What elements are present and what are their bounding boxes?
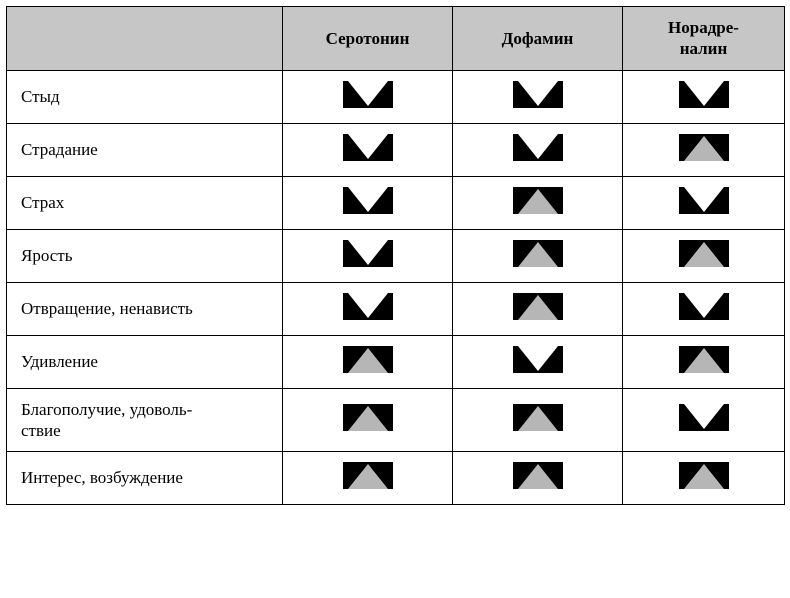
- header-serotonin: Серотонин: [283, 7, 453, 71]
- triangle-down-icon: [513, 134, 563, 161]
- indicator-cell: [623, 335, 785, 388]
- table-row: Стыд: [7, 70, 785, 123]
- triangle-up-icon: [679, 134, 729, 161]
- table-row: Благополучие, удоволь-ствие: [7, 388, 785, 452]
- triangle-up-icon: [343, 346, 393, 373]
- row-label: Страх: [7, 176, 283, 229]
- triangle-down-icon: [513, 346, 563, 373]
- indicator-cell: [283, 388, 453, 452]
- table-row: Страх: [7, 176, 785, 229]
- triangle-up-icon: [513, 404, 563, 431]
- triangle-down-icon: [679, 293, 729, 320]
- triangle-down-icon: [679, 81, 729, 108]
- indicator-cell: [453, 282, 623, 335]
- indicator-cell: [623, 229, 785, 282]
- indicator-cell: [453, 335, 623, 388]
- table-header-row: Серотонин Дофамин Норадре-налин: [7, 7, 785, 71]
- triangle-down-icon: [343, 134, 393, 161]
- header-dopamine: Дофамин: [453, 7, 623, 71]
- triangle-up-icon: [343, 404, 393, 431]
- indicator-cell: [453, 123, 623, 176]
- indicator-cell: [623, 282, 785, 335]
- row-label: Удивление: [7, 335, 283, 388]
- triangle-up-icon: [513, 240, 563, 267]
- triangle-down-icon: [679, 404, 729, 431]
- indicator-cell: [283, 123, 453, 176]
- triangle-up-icon: [343, 462, 393, 489]
- emotion-neurotransmitter-table: Серотонин Дофамин Норадре-налин СтыдСтра…: [6, 6, 785, 505]
- table-row: Страдание: [7, 123, 785, 176]
- row-label: Страдание: [7, 123, 283, 176]
- row-label: Отвращение, ненависть: [7, 282, 283, 335]
- indicator-cell: [623, 388, 785, 452]
- indicator-cell: [453, 452, 623, 505]
- table-row: Интерес, возбуждение: [7, 452, 785, 505]
- table-body: СтыдСтраданиеСтрахЯростьОтвращение, нена…: [7, 70, 785, 505]
- triangle-up-icon: [679, 346, 729, 373]
- triangle-down-icon: [513, 81, 563, 108]
- indicator-cell: [453, 388, 623, 452]
- table-row: Ярость: [7, 229, 785, 282]
- triangle-up-icon: [679, 462, 729, 489]
- triangle-up-icon: [513, 462, 563, 489]
- row-label: Стыд: [7, 70, 283, 123]
- row-label: Ярость: [7, 229, 283, 282]
- indicator-cell: [283, 229, 453, 282]
- row-label: Интерес, возбуждение: [7, 452, 283, 505]
- table-row: Отвращение, ненависть: [7, 282, 785, 335]
- triangle-down-icon: [343, 187, 393, 214]
- triangle-down-icon: [343, 240, 393, 267]
- indicator-cell: [283, 452, 453, 505]
- table-row: Удивление: [7, 335, 785, 388]
- triangle-up-icon: [679, 240, 729, 267]
- indicator-cell: [623, 70, 785, 123]
- indicator-cell: [453, 229, 623, 282]
- indicator-cell: [283, 176, 453, 229]
- indicator-cell: [283, 282, 453, 335]
- header-empty: [7, 7, 283, 71]
- indicator-cell: [623, 176, 785, 229]
- indicator-cell: [283, 335, 453, 388]
- triangle-down-icon: [343, 81, 393, 108]
- indicator-cell: [283, 70, 453, 123]
- triangle-up-icon: [513, 187, 563, 214]
- indicator-cell: [453, 70, 623, 123]
- header-noradrenaline: Норадре-налин: [623, 7, 785, 71]
- indicator-cell: [623, 123, 785, 176]
- triangle-down-icon: [343, 293, 393, 320]
- indicator-cell: [453, 176, 623, 229]
- triangle-down-icon: [679, 187, 729, 214]
- triangle-up-icon: [513, 293, 563, 320]
- row-label: Благополучие, удоволь-ствие: [7, 388, 283, 452]
- indicator-cell: [623, 452, 785, 505]
